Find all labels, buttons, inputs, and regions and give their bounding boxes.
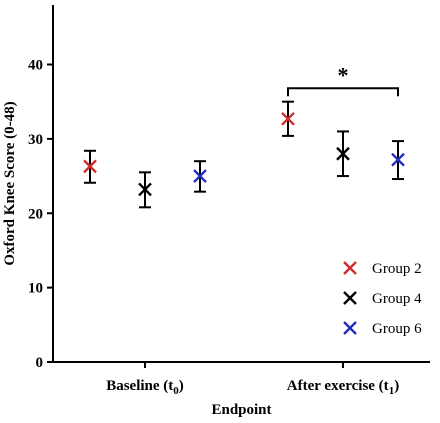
x-axis-label: Endpoint [211, 402, 271, 418]
data-point-group [83, 149, 97, 184]
data-series-layer [83, 100, 405, 209]
significance-bracket [287, 87, 399, 97]
data-point-marker [336, 146, 350, 161]
x-category-label: After exercise (t1) [287, 378, 399, 397]
legend: Group 2 Group 4 Group 6 [343, 261, 422, 337]
data-point-group [193, 160, 207, 193]
y-tick-label: 0 [36, 355, 44, 371]
legend-label: Group 4 [372, 291, 422, 307]
x-category-label: Baseline (t0) [106, 378, 184, 397]
data-point-group [391, 140, 405, 181]
legend-marker [343, 261, 357, 275]
legend-marker [343, 291, 357, 305]
annotation-layer: * [287, 62, 399, 97]
legend-label: Group 2 [372, 261, 422, 277]
legend-label: Group 6 [372, 321, 422, 337]
data-point-marker [391, 152, 405, 167]
y-axis-label: Oxford Knee Score (0-48) [2, 101, 18, 265]
data-point-marker [193, 169, 207, 183]
data-point-group [281, 100, 295, 137]
data-point-group [138, 171, 152, 209]
data-point-marker [281, 111, 295, 126]
data-point-marker [138, 182, 152, 197]
data-point-group [336, 130, 350, 178]
y-axis-ticks: 0 10 20 30 40 [28, 58, 53, 371]
y-tick-label: 30 [28, 132, 43, 148]
y-tick-label: 40 [28, 58, 43, 74]
legend-marker [343, 321, 357, 335]
x-axis-ticks: Baseline (t0) After exercise (t1) [106, 362, 399, 397]
significance-label: * [338, 62, 349, 87]
y-tick-label: 10 [28, 281, 43, 297]
y-tick-label: 20 [28, 206, 43, 222]
data-point-marker [83, 159, 97, 174]
